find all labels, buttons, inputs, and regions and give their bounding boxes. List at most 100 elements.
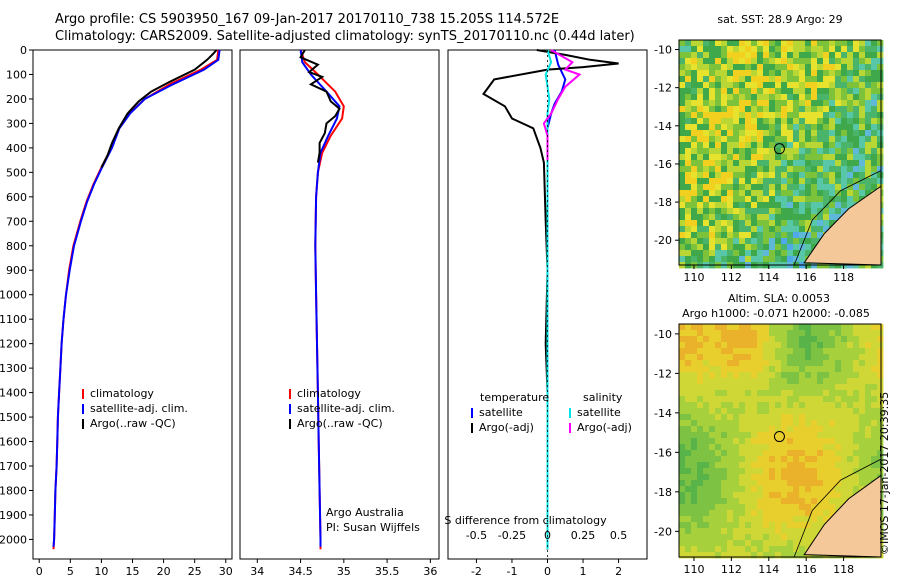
sla-map-frame	[678, 323, 882, 558]
temperature-ytick-label: 1500	[0, 411, 27, 424]
differences-legend-label: Argo(-adj)	[479, 421, 534, 434]
sla-map-xtick-label: 118	[833, 563, 854, 576]
salinity-legend-label: climatology	[297, 387, 361, 400]
sst-map-ytick-label: -16	[654, 158, 672, 171]
temperature-ytick-label: 1600	[0, 436, 27, 449]
sst-map-ytick-label: -12	[654, 82, 672, 95]
temperature-ytick-label: 2000	[0, 533, 27, 546]
sla-map-xtick-label: 114	[758, 563, 779, 576]
salinity-annotation: Argo Australia	[326, 506, 404, 519]
temperature-ytick-label: 1100	[0, 313, 27, 326]
temperature-xtick-label: 5	[67, 565, 74, 578]
temperature-ytick-label: 1200	[0, 338, 27, 351]
temperature-ytick-label: 1300	[0, 362, 27, 375]
salinity-series-satellite-adj-clim-	[299, 49, 341, 547]
salinity-annotation: PI: Susan Wijffels	[326, 521, 420, 534]
differences-xtick-label: -2	[471, 565, 482, 578]
figure-title-line2: Climatology: CARS2009. Satellite-adjuste…	[55, 29, 635, 44]
differences-xtick-label: 2	[615, 565, 622, 578]
sst-map-xtick-label: 116	[796, 271, 817, 284]
temperature-ytick-label: 1400	[0, 387, 27, 400]
salinity-legend-label: satellite-adj. clim.	[297, 402, 395, 415]
differences-series-s-argo-adj-	[542, 49, 582, 161]
differences-top-tick-label: 0	[544, 529, 551, 542]
timestamp-stamp: ©IMOS 17-Jan-2017 20:39:35	[878, 391, 891, 555]
differences-legend-title: temperature	[480, 391, 549, 404]
temperature-ytick-label: 1000	[0, 289, 27, 302]
sst-map-xtick-label: 112	[721, 271, 742, 284]
differences-legend-title: salinity	[583, 391, 623, 404]
temperature-xtick-label: 20	[157, 565, 171, 578]
differences-top-axis-label: S difference from climatology	[444, 514, 607, 527]
differences-series-t-argo-adj-	[482, 49, 619, 550]
differences-top-tick-label: -0.25	[498, 529, 526, 542]
differences-legend-label: satellite	[577, 406, 621, 419]
temperature-ytick-label: 0	[20, 44, 27, 57]
salinity-legend-label: Argo(..raw -QC)	[297, 417, 383, 430]
temperature-ytick-label: 400	[6, 142, 27, 155]
sla-map-argo-location-marker	[773, 431, 785, 443]
sst-map-xtick-label: 114	[758, 271, 779, 284]
temperature-legend-label: Argo(..raw -QC)	[90, 417, 176, 430]
differences-series-t-satellite	[546, 49, 567, 550]
temperature-ytick-label: 1800	[0, 484, 27, 497]
temperature-series-climatology	[52, 49, 220, 550]
sst-map-ytick-label: -20	[654, 234, 672, 247]
differences-xtick-label: -1	[506, 565, 517, 578]
temperature-ytick-label: 200	[6, 93, 27, 106]
sla-map-bathymetry-contour	[793, 458, 882, 558]
differences-top-tick-label: -0.5	[466, 529, 487, 542]
temperature-xtick-label: 15	[126, 565, 140, 578]
salinity-frame	[239, 49, 440, 560]
salinity-xtick-label: 35	[337, 565, 351, 578]
temperature-ytick-label: 600	[6, 191, 27, 204]
salinity-xtick-label: 35.5	[375, 565, 400, 578]
temperature-ytick-label: 900	[6, 264, 27, 277]
sst-map-xtick-label: 110	[683, 271, 704, 284]
temperature-legend-label: satellite-adj. clim.	[90, 402, 188, 415]
temperature-legend-label: climatology	[90, 387, 154, 400]
differences-legend-label: satellite	[479, 406, 523, 419]
differences-legend-label: Argo(-adj)	[577, 421, 632, 434]
salinity-xtick-label: 34	[250, 565, 264, 578]
temperature-frame	[32, 49, 233, 560]
temperature-xtick-label: 0	[36, 565, 43, 578]
sla-map-ytick-label: -18	[654, 486, 672, 499]
sla-map-xtick-label: 110	[683, 563, 704, 576]
sla-map-subtitle: Argo h1000: -0.071 h2000: -0.085	[682, 307, 870, 320]
sla-map-xtick-label: 112	[721, 563, 742, 576]
sla-map-ytick-label: -12	[654, 367, 672, 380]
salinity-series-climatology	[299, 49, 345, 550]
sst-map-argo-location-marker	[773, 143, 785, 155]
temperature-xtick-label: 30	[219, 565, 233, 578]
temperature-ytick-label: 700	[6, 215, 27, 228]
sst-map-ytick-label: -10	[654, 44, 672, 57]
differences-top-tick-label: 0.5	[610, 529, 628, 542]
temperature-ytick-label: 300	[6, 117, 27, 130]
figure-title-line1: Argo profile: CS 5903950_167 09-Jan-2017…	[55, 12, 560, 27]
sla-map-ytick-label: -10	[654, 328, 672, 341]
sst-map-title: sat. SST: 28.9 Argo: 29	[717, 13, 842, 26]
differences-series-s-satellite	[544, 49, 553, 550]
temperature-series-satellite-adj-clim-	[52, 49, 221, 547]
temperature-ytick-label: 100	[6, 68, 27, 81]
salinity-series-argo-raw-qc-	[299, 49, 341, 163]
sla-map-ytick-label: -20	[654, 525, 672, 538]
salinity-xtick-label: 36	[423, 565, 437, 578]
sst-map-ytick-label: -14	[654, 120, 672, 133]
sst-map-frame	[678, 39, 882, 266]
differences-xtick-label: 0	[544, 565, 551, 578]
sla-map-ytick-label: -14	[654, 407, 672, 420]
temperature-ytick-label: 800	[6, 240, 27, 253]
sst-map-ytick-label: -18	[654, 196, 672, 209]
temperature-xtick-label: 10	[94, 565, 108, 578]
sst-map-bathymetry-contour	[793, 170, 882, 266]
temperature-ytick-label: 1700	[0, 460, 27, 473]
sla-map-ytick-label: -16	[654, 446, 672, 459]
differences-top-tick-label: 0.25	[571, 529, 596, 542]
sst-map-xtick-label: 118	[833, 271, 854, 284]
temperature-ytick-label: 500	[6, 166, 27, 179]
temperature-ytick-label: 1900	[0, 509, 27, 522]
temperature-xtick-label: 25	[188, 565, 202, 578]
